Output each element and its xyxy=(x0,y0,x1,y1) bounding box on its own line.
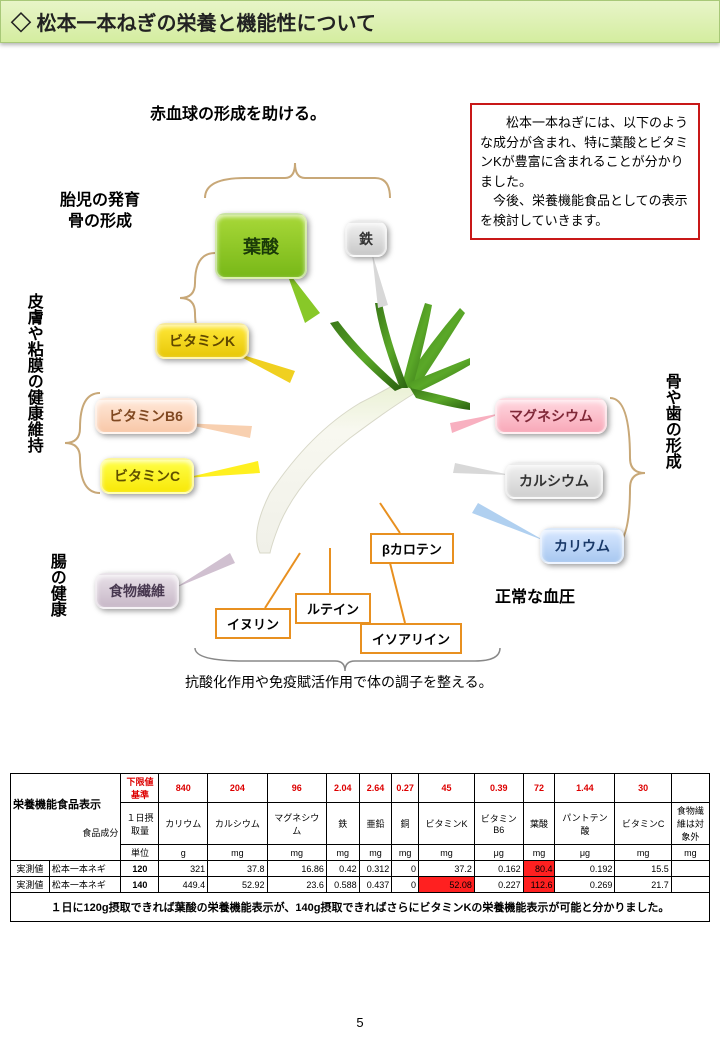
nutrient-dietary_fiber: 食物繊維 xyxy=(95,573,179,609)
nutrient-calcium: カルシウム xyxy=(505,463,603,499)
diagram-area: 松本一本ねぎには、以下のような成分が含まれ、特に葉酸とビタミンKが豊富に含まれる… xyxy=(0,43,720,723)
page-title: 松本一本ねぎの栄養と機能性について xyxy=(0,0,720,43)
function-skin-mucosa: 皮膚や粘膜の健康維持 xyxy=(22,293,43,453)
nutrient-vitb6: ビタミンB6 xyxy=(95,398,197,434)
nutrient-beta_carotene: βカロテン xyxy=(370,533,454,564)
function-antioxidant: 抗酸化作用や免疫賦活作用で体の調子を整える。 xyxy=(185,673,493,691)
function-bone-teeth: 骨や歯の形成 xyxy=(660,373,681,469)
nutrient-isoalliin: イソアリイン xyxy=(360,623,462,654)
nutrient-magnesium: マグネシウム xyxy=(495,398,607,434)
nutrient-iron: 鉄 xyxy=(345,221,387,257)
function-red-blood: 赤血球の形成を助ける。 xyxy=(150,105,326,126)
nutrient-inulin: イヌリン xyxy=(215,608,291,639)
function-intestine: 腸の健康 xyxy=(45,553,66,617)
nutrient-vitc: ビタミンC xyxy=(100,458,194,494)
green-onion-image xyxy=(230,303,470,563)
nutrient-lutein: ルテイン xyxy=(295,593,371,624)
brace-top xyxy=(195,138,395,208)
function-fetal-bone: 胎児の発育 骨の形成 xyxy=(60,191,140,233)
nutrient-potassium: カリウム xyxy=(540,528,624,564)
function-blood-pressure: 正常な血圧 xyxy=(495,588,575,609)
nutrient-vitk: ビタミンK xyxy=(155,323,249,359)
page-number: 5 xyxy=(0,1015,720,1030)
table-note: １日に120g摂取できれば葉酸の栄養機能表示が、140g摂取できればさらにビタミ… xyxy=(10,893,710,922)
info-box: 松本一本ねぎには、以下のような成分が含まれ、特に葉酸とビタミンKが豊富に含まれる… xyxy=(470,103,700,240)
nutrition-table: 栄養機能食品表示食品成分下限値 基準840204962.042.640.2745… xyxy=(10,773,710,922)
nutrient-folic_acid: 葉酸 xyxy=(215,213,307,279)
